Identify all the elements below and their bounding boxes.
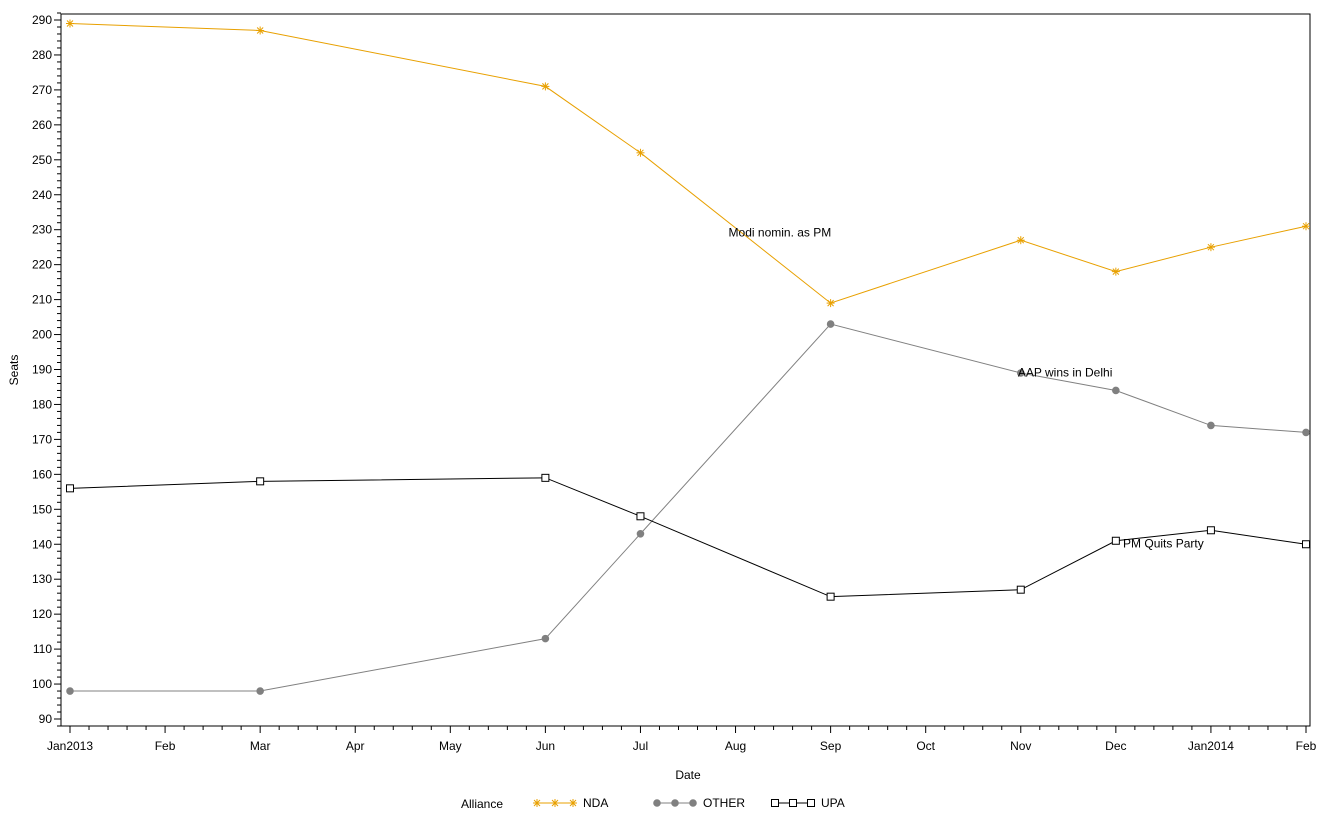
x-tick-label: Jan2014 xyxy=(1188,739,1234,753)
x-axis: Jan2013 Feb Mar Apr May Jun Jul Aug Sep Oct Nov Dec… xyxy=(47,726,1317,753)
y-tick-label: 160 xyxy=(32,467,52,481)
series-layer xyxy=(66,19,1310,695)
y-tick-label: 150 xyxy=(32,502,52,516)
legend-marker xyxy=(671,799,679,807)
y-tick-label: 280 xyxy=(32,48,52,62)
data-point-nda xyxy=(1111,267,1120,276)
y-tick-label: 180 xyxy=(32,397,52,411)
annotation-label: AAP wins in Delhi xyxy=(1018,365,1113,379)
data-point-upa xyxy=(256,477,265,486)
data-point-nda xyxy=(256,26,265,35)
x-tick-label: Jan2013 xyxy=(47,739,93,753)
data-point-nda xyxy=(826,299,835,308)
legend-marker xyxy=(689,799,697,807)
legend-label: OTHER xyxy=(703,796,745,810)
data-point-upa xyxy=(1111,536,1120,545)
data-point-nda xyxy=(541,82,550,91)
data-point-other xyxy=(636,529,645,538)
legend-marker xyxy=(533,799,541,807)
annotation-label: Modi nomin. as PM xyxy=(729,226,832,240)
legend-marker xyxy=(551,799,559,807)
series-nda xyxy=(66,19,1310,308)
y-tick-label: 140 xyxy=(32,537,52,551)
data-point-upa xyxy=(1016,585,1025,594)
data-point-nda xyxy=(66,19,74,28)
data-point-upa xyxy=(826,592,835,601)
x-tick-label: Oct xyxy=(916,739,935,753)
series-line-nda xyxy=(69,22,1307,304)
data-point-upa xyxy=(66,484,74,493)
x-tick-label: Jun xyxy=(536,739,555,753)
x-axis-label: Date xyxy=(675,768,701,782)
y-tick-label: 210 xyxy=(32,293,52,307)
x-tick-label: Feb xyxy=(155,739,176,753)
legend-marker xyxy=(771,799,779,807)
data-point-upa xyxy=(1302,540,1310,549)
y-tick-label: 230 xyxy=(32,223,52,237)
data-point-other xyxy=(1302,428,1310,437)
legend-marker xyxy=(569,799,577,807)
x-tick-label: Feb xyxy=(1296,739,1317,753)
data-point-upa xyxy=(541,473,550,482)
data-point-other xyxy=(256,687,264,695)
legend-item-other: OTHER xyxy=(653,796,745,810)
y-tick-label: 110 xyxy=(33,642,52,656)
x-tick-label: Apr xyxy=(346,739,365,753)
data-point-other xyxy=(1016,369,1025,377)
annotation-layer: Modi nomin. as PM AAP wins in Delhi PM Qui… xyxy=(729,226,1204,551)
legend-marker xyxy=(653,799,661,807)
y-tick-label: 290 xyxy=(32,13,52,27)
y-tick-label: 90 xyxy=(39,712,53,726)
data-point-other xyxy=(66,687,74,695)
x-tick-label: Nov xyxy=(1010,739,1031,753)
legend-label: NDA xyxy=(583,796,608,810)
series-line-other xyxy=(70,323,1307,692)
legend-marker xyxy=(807,799,815,807)
data-point-other xyxy=(541,634,550,643)
y-axis: 90 100 110 120 130 140 150 160 170 180 190 200 210 22… xyxy=(32,12,61,727)
y-axis-label: Seats xyxy=(7,355,21,386)
legend-item-upa: UPA xyxy=(771,796,845,810)
data-point-nda xyxy=(1016,236,1025,245)
legend-marker xyxy=(789,799,797,807)
data-point-other xyxy=(826,320,835,328)
y-tick-label: 100 xyxy=(32,677,52,691)
y-tick-label: 260 xyxy=(32,118,52,132)
y-tick-label: 240 xyxy=(32,188,52,202)
y-tick-label: 120 xyxy=(32,607,52,621)
series-upa xyxy=(66,473,1310,601)
data-point-other xyxy=(1112,386,1120,395)
x-tick-label: Mar xyxy=(250,739,271,753)
data-point-nda xyxy=(1206,243,1215,252)
x-tick-label: May xyxy=(439,739,462,753)
y-tick-label: 220 xyxy=(32,258,52,272)
data-point-nda xyxy=(636,148,645,157)
y-tick-label: 130 xyxy=(32,572,52,586)
y-tick-label: 170 xyxy=(32,432,52,446)
x-tick-label: Jul xyxy=(633,739,648,753)
data-point-upa xyxy=(1206,526,1215,535)
series-line-upa xyxy=(69,477,1307,598)
y-tick-label: 200 xyxy=(32,328,52,342)
legend-item-nda: NDA xyxy=(533,796,608,810)
data-point-nda xyxy=(1302,222,1310,231)
legend: Alliance NDA OTHER UPA xyxy=(461,796,845,811)
data-point-upa xyxy=(636,512,645,521)
series-other xyxy=(66,320,1310,695)
legend-title: Alliance xyxy=(461,797,503,811)
y-tick-label: 250 xyxy=(32,153,52,167)
x-tick-label: Dec xyxy=(1105,739,1126,753)
data-point-other xyxy=(1207,421,1215,430)
plot-frame xyxy=(60,13,1311,727)
annotation-label: PM Quits Party xyxy=(1123,537,1204,551)
x-tick-label: Aug xyxy=(725,739,746,753)
x-tick-label: Sep xyxy=(820,739,842,753)
y-tick-label: 190 xyxy=(32,363,52,377)
legend-label: UPA xyxy=(821,796,845,810)
y-tick-label: 270 xyxy=(32,83,52,97)
